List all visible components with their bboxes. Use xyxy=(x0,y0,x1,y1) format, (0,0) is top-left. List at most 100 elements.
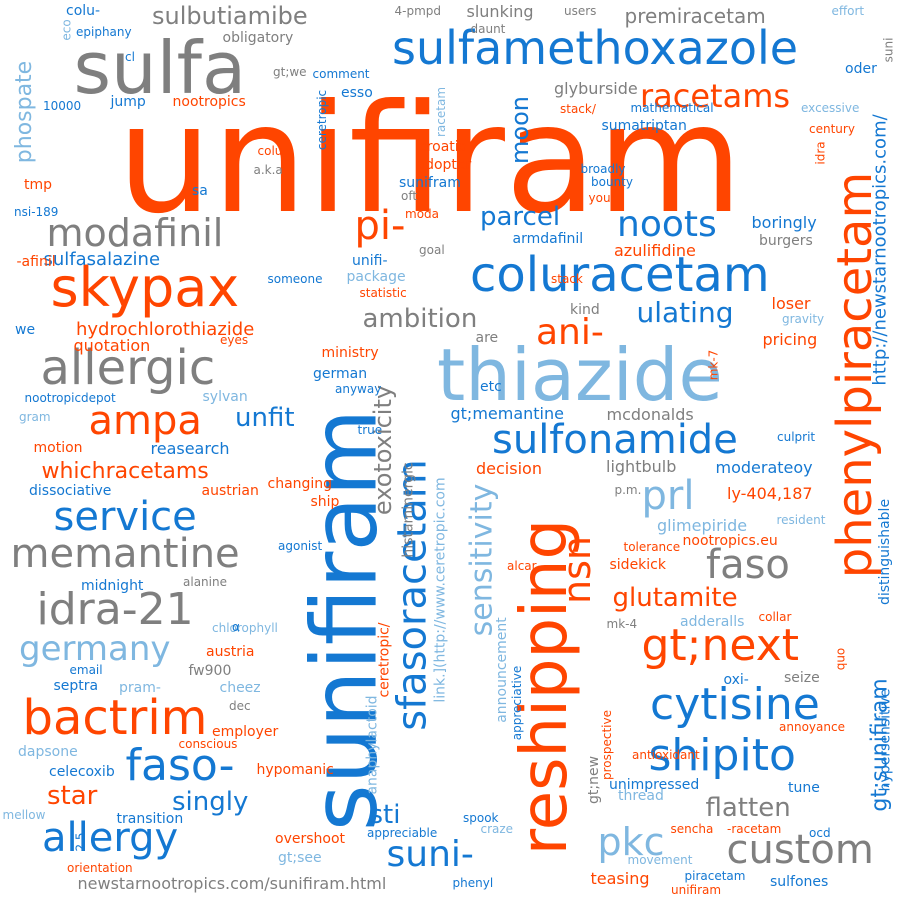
word-faso: faso xyxy=(706,542,790,588)
word-adderalls: adderalls xyxy=(680,614,745,630)
word-unifi: unifi- xyxy=(352,253,388,269)
word-transition: transition xyxy=(116,811,184,827)
word-noots: noots xyxy=(617,204,717,245)
word-etc: etc xyxy=(480,379,502,395)
word-ambition: ambition xyxy=(362,304,478,334)
word-ceretropic: ceretropic/ xyxy=(376,622,393,698)
word-gravity: gravity xyxy=(782,312,825,326)
word-chlorophyll: chlorophyll xyxy=(212,621,278,635)
word-exotoxicity: exotoxicity xyxy=(369,384,398,516)
word-allergic: allergic xyxy=(40,340,216,396)
word-thread: thread xyxy=(618,788,664,804)
word-gram: gram xyxy=(19,410,51,424)
word-tune: tune xyxy=(788,780,820,796)
word-croatia: croatia xyxy=(419,139,468,155)
word-10000: 10000 xyxy=(43,99,82,113)
word-allergy: allergy xyxy=(42,815,179,861)
word-resident: resident xyxy=(776,513,826,527)
word-sidekick: sidekick xyxy=(609,557,667,573)
word-nsi-189: nsi-189 xyxy=(14,205,59,219)
word-someone: someone xyxy=(267,272,323,286)
word-pram: pram- xyxy=(119,680,161,696)
word-cl: cl xyxy=(125,50,135,64)
word-nootropics-eu: nootropics.eu xyxy=(682,533,778,549)
word-dec: dec xyxy=(229,699,251,713)
word-gt-memantine: gt;memantine xyxy=(450,404,564,423)
word-flatten: flatten xyxy=(705,793,791,823)
word-users: users xyxy=(564,4,597,18)
word-sumatriptan: sumatriptan xyxy=(601,118,687,134)
word-hydrochlorothiazide: hydrochlorothiazide xyxy=(76,319,255,340)
word-armdafinil: armdafinil xyxy=(512,231,584,247)
word-ship: ship xyxy=(310,494,340,510)
word-http-newstarnootropics-com: http://newstarnootropics.com/ xyxy=(869,114,891,386)
word-loser: loser xyxy=(771,294,811,313)
word-mathematical: mathematical xyxy=(630,101,714,115)
word-austrian: austrian xyxy=(201,483,259,499)
word-fw900: fw900 xyxy=(188,663,232,679)
word-mellow: mellow xyxy=(2,808,46,822)
word-collar: collar xyxy=(758,610,792,624)
word-daunt: daunt xyxy=(470,22,506,36)
word-unifiram: unifiram xyxy=(671,883,722,897)
word-prl: prl xyxy=(641,473,695,519)
word-century: century xyxy=(809,122,855,136)
word-ly-404-187: ly-404,187 xyxy=(727,484,813,503)
word-comment: comment xyxy=(312,67,370,81)
word-sulbutiamibe: sulbutiamibe xyxy=(152,2,308,30)
word-azulifidine: azulifidine xyxy=(614,241,696,260)
word-unfit: unfit xyxy=(235,403,295,433)
word-craze: craze xyxy=(480,822,514,836)
word-nootropicdepot: nootropicdepot xyxy=(24,391,116,405)
word-your: your xyxy=(588,191,616,205)
word-orientation: orientation xyxy=(67,861,133,875)
word-afinil: -afinil xyxy=(16,254,56,270)
word-premiracetam: premiracetam xyxy=(624,4,766,28)
word-quotation: quotation xyxy=(73,336,151,355)
word-moon: moon xyxy=(505,96,534,164)
word-annoyance: annoyance xyxy=(779,720,845,734)
word-announcement: announcement xyxy=(493,617,510,723)
word-dapsone: dapsone xyxy=(18,744,78,760)
word-tmp: tmp xyxy=(24,177,53,193)
word-celecoxib: celecoxib xyxy=(49,764,115,780)
word-histaminergic: histaminergic xyxy=(400,462,417,558)
word-modafinil: modafinil xyxy=(46,211,224,255)
word-symbol: α xyxy=(232,620,240,634)
word-teasing: teasing xyxy=(590,869,650,888)
word-pricing: pricing xyxy=(762,330,818,349)
word-oder: oder xyxy=(845,61,877,77)
word-eco: eco xyxy=(59,19,74,41)
word-symbol: + xyxy=(368,187,380,203)
word-ceretropic: ceretropic xyxy=(315,89,330,151)
word-true: true xyxy=(357,423,383,437)
word-anaphylactoid: anaphylactoid xyxy=(364,695,381,795)
word-obligatory: obligatory xyxy=(222,30,294,46)
word-ani: ani- xyxy=(536,312,604,353)
word-anyway: anyway xyxy=(335,382,382,396)
word-antioxidant: antioxidant xyxy=(632,748,700,762)
word-phenyl: phenyl xyxy=(452,876,494,890)
word-broadly: broadly xyxy=(580,162,626,176)
word-colu: colu xyxy=(257,144,283,158)
word-esso: esso xyxy=(341,85,373,101)
word-ministry: ministry xyxy=(321,345,379,361)
word-moderateoy: moderateoy xyxy=(715,458,813,477)
word-sencha: sencha xyxy=(670,822,714,836)
word-eyes: eyes xyxy=(220,333,249,347)
word-sti: sti xyxy=(369,800,401,830)
word-seize: seize xyxy=(784,670,820,686)
word-gt-new: gt;new xyxy=(586,755,603,805)
word-boringly: boringly xyxy=(751,213,817,232)
word-appreciable: appreciable xyxy=(367,826,438,840)
word-septra: septra xyxy=(53,678,99,694)
word-mk-4: mk-4 xyxy=(606,617,638,631)
word-distinguishable: distinguishable xyxy=(877,498,894,606)
word-whichracetams: whichracetams xyxy=(41,459,209,484)
word-culprit: culprit xyxy=(777,430,816,444)
word-idra: idra xyxy=(813,141,828,165)
word-motion: motion xyxy=(33,440,83,456)
word-bactrim: bactrim xyxy=(22,690,208,746)
word-mk-7: mk-7 xyxy=(705,349,720,381)
word-nootropics: nootropics xyxy=(172,94,246,110)
